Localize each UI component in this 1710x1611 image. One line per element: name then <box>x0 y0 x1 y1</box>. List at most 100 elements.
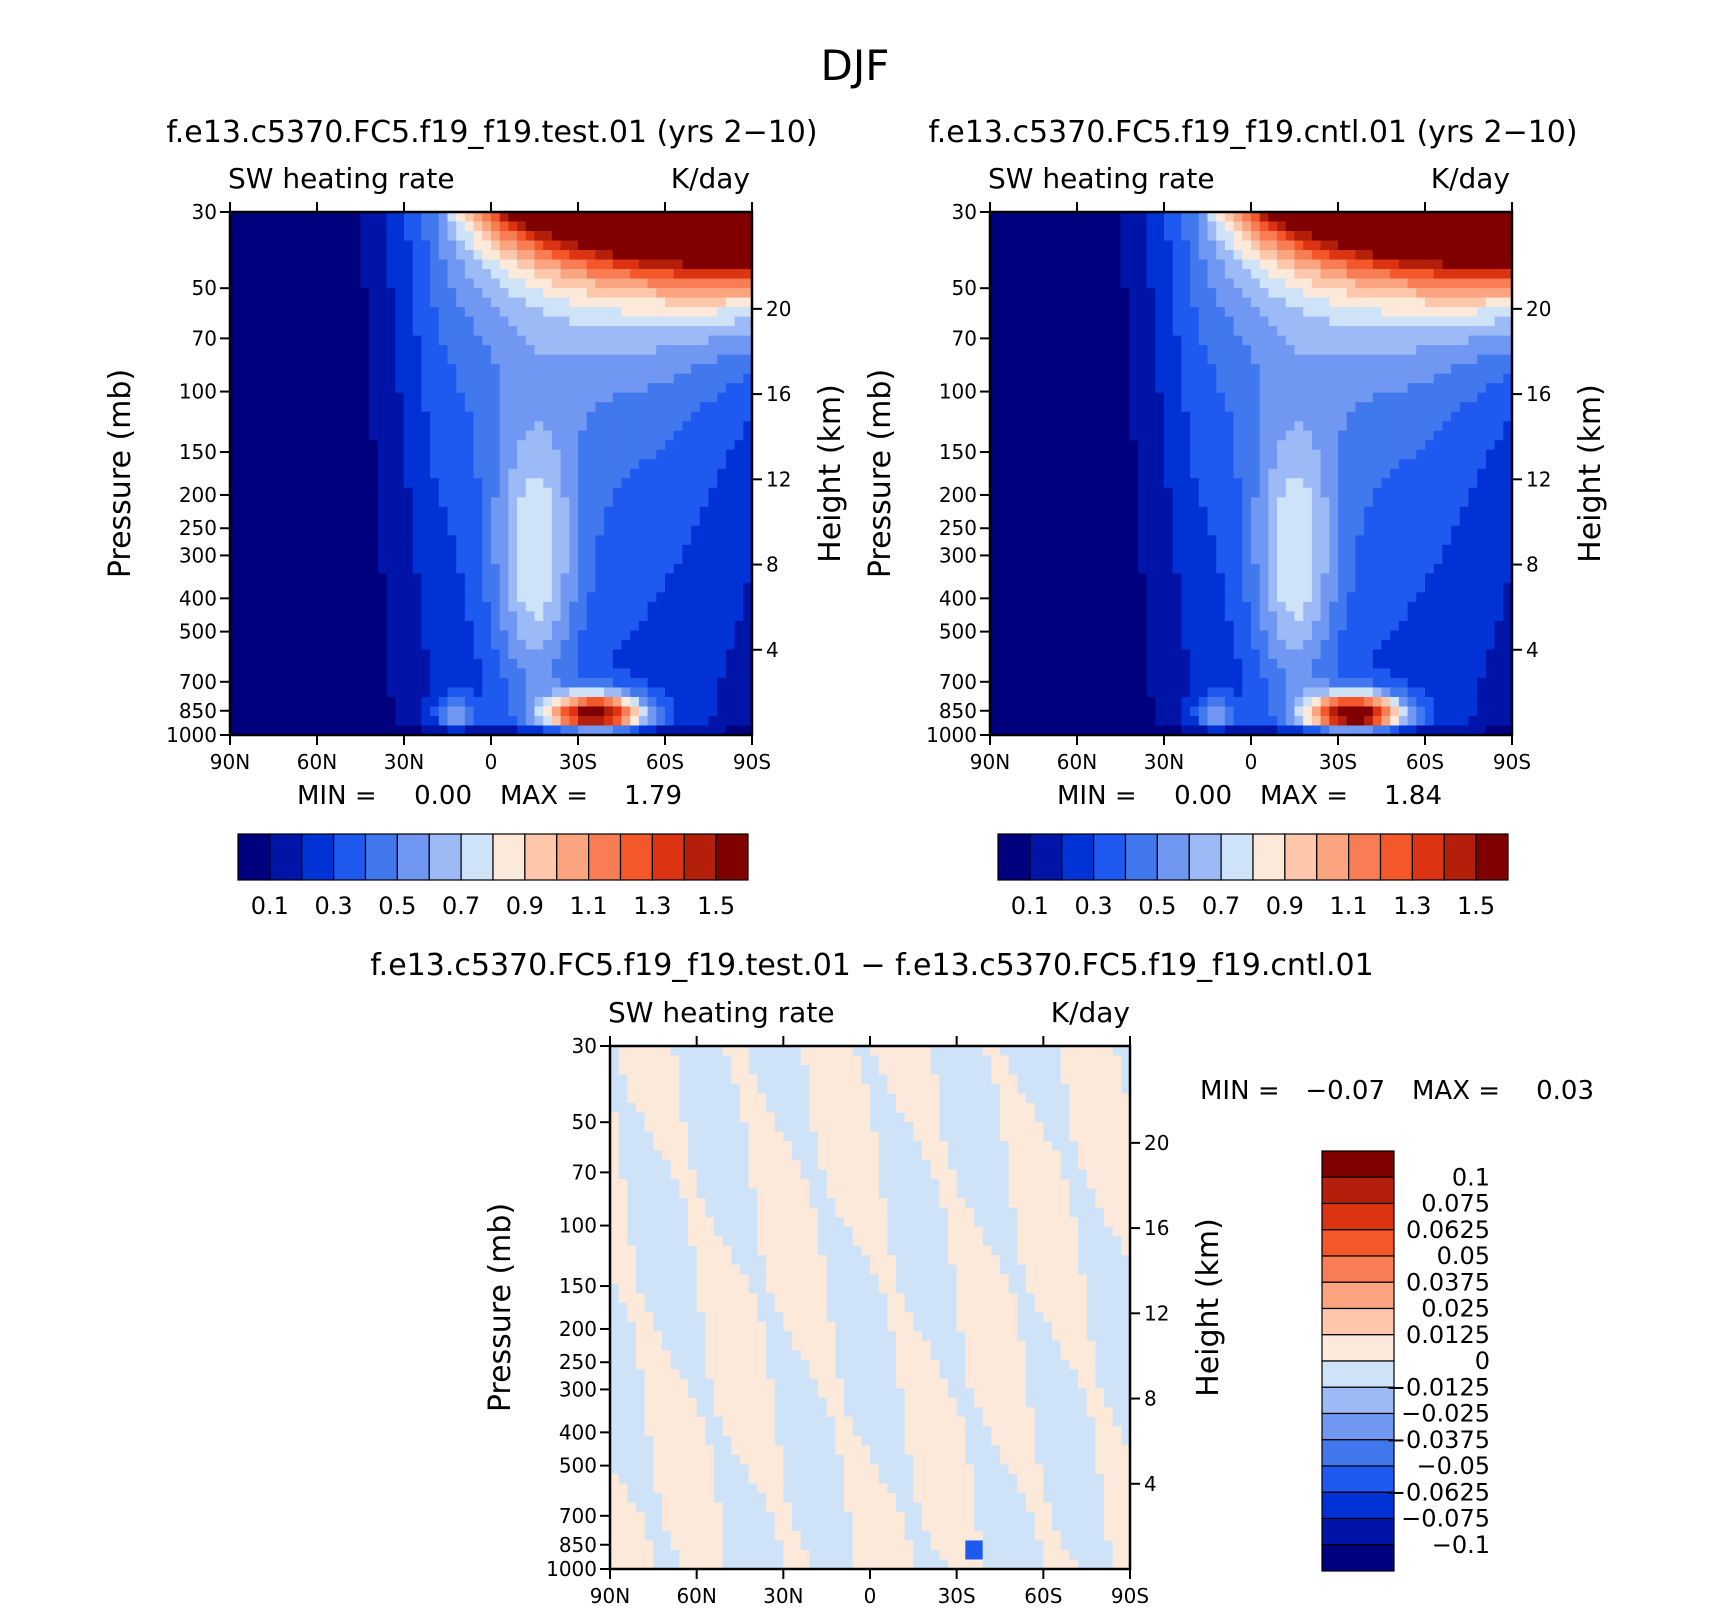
contour-cell <box>1094 278 1104 289</box>
contour-cell <box>517 592 527 603</box>
contour-cell <box>404 687 414 698</box>
contour-cell <box>578 554 588 565</box>
contour-cell <box>290 221 301 232</box>
contour-cell <box>290 459 301 470</box>
contour-cell <box>630 668 640 679</box>
contour-cell <box>230 421 240 432</box>
contour-cell <box>717 278 727 289</box>
contour-cell <box>1181 269 1191 280</box>
contour-cell <box>360 411 370 422</box>
contour-cell <box>998 231 1008 242</box>
contour-cell <box>317 326 327 337</box>
contour-cell <box>343 573 353 584</box>
contour-cell <box>499 487 509 498</box>
contour-cell <box>256 335 266 346</box>
contour-cell <box>1459 278 1470 289</box>
contour-cell <box>1294 373 1304 384</box>
contour-cell <box>551 620 562 631</box>
contour-cell <box>734 440 744 451</box>
contour-cell <box>508 259 518 270</box>
contour-cell <box>273 592 283 603</box>
contour-cell <box>665 326 675 337</box>
contour-cell <box>1224 440 1235 451</box>
contour-cell <box>612 478 623 489</box>
contour-cell <box>464 288 475 299</box>
contour-cell <box>1016 373 1026 384</box>
contour-cell <box>543 316 553 327</box>
contour-cell <box>1111 212 1122 223</box>
contour-cell <box>638 326 649 337</box>
contour-cell <box>699 516 710 527</box>
contour-cell <box>238 554 248 565</box>
contour-cell <box>708 592 718 603</box>
contour-cell <box>256 468 266 479</box>
contour-cell <box>1485 421 1496 432</box>
contour-cell <box>273 269 283 280</box>
contour-cell <box>1494 269 1504 280</box>
contour-cell <box>1198 440 1209 451</box>
contour-cell <box>230 468 240 479</box>
contour-cell <box>612 392 623 403</box>
contour-cell <box>525 478 536 489</box>
contour-cell <box>734 297 744 308</box>
contour-cell <box>1294 288 1304 299</box>
contour-cell <box>717 554 727 565</box>
contour-cell <box>1433 392 1443 403</box>
contour-cell <box>1398 335 1409 346</box>
contour-cell <box>508 563 518 574</box>
contour-cell <box>586 269 596 280</box>
contour-cell <box>1459 354 1470 365</box>
contour-cell <box>638 630 649 641</box>
contour-cell <box>1016 307 1026 318</box>
contour-cell <box>1425 269 1435 280</box>
contour-cell <box>482 696 492 708</box>
contour-cell <box>1181 307 1191 318</box>
contour-cell <box>473 497 483 508</box>
contour-cell <box>264 288 275 299</box>
contour-cell <box>404 658 414 670</box>
contour-cell <box>586 468 596 479</box>
contour-cell <box>1059 383 1069 394</box>
contour-cell <box>1181 231 1191 242</box>
contour-cell <box>464 535 475 546</box>
contour-cell <box>1390 392 1400 403</box>
contour-cell <box>282 392 292 403</box>
contour-cell <box>456 601 466 612</box>
contour-cell <box>1468 221 1478 232</box>
contour-cell <box>1016 449 1026 460</box>
contour-cell <box>1485 326 1496 337</box>
contour-cell <box>290 430 301 441</box>
contour-cell <box>682 658 692 670</box>
contour-cell <box>256 373 266 384</box>
contour-cell <box>438 573 449 584</box>
contour-cell <box>647 658 657 670</box>
contour-cell <box>1398 354 1409 365</box>
contour-cell <box>1146 269 1156 280</box>
contour-cell <box>1033 326 1043 337</box>
contour-cell <box>612 440 623 451</box>
contour-cell <box>673 544 683 555</box>
contour-cell <box>1024 335 1035 346</box>
contour-cell <box>578 525 588 536</box>
contour-cell <box>1346 307 1356 318</box>
contour-cell <box>534 573 544 584</box>
contour-cell <box>360 620 370 631</box>
contour-cell <box>699 497 710 508</box>
contour-cell <box>647 373 657 384</box>
contour-cell <box>421 335 431 346</box>
contour-cell <box>1068 297 1078 308</box>
contour-cell <box>1268 345 1278 356</box>
contour-cell <box>351 307 362 318</box>
contour-cell <box>560 250 570 261</box>
contour-cell <box>1164 440 1174 451</box>
contour-cell <box>473 297 483 308</box>
contour-cell <box>1320 250 1330 261</box>
contour-cell <box>578 402 588 413</box>
contour-cell <box>647 430 657 441</box>
contour-cell <box>743 620 753 631</box>
contour-cell <box>264 544 275 555</box>
contour-cell <box>569 468 579 479</box>
contour-cell <box>308 592 318 603</box>
contour-cell <box>438 516 449 527</box>
contour-cell <box>230 250 240 261</box>
